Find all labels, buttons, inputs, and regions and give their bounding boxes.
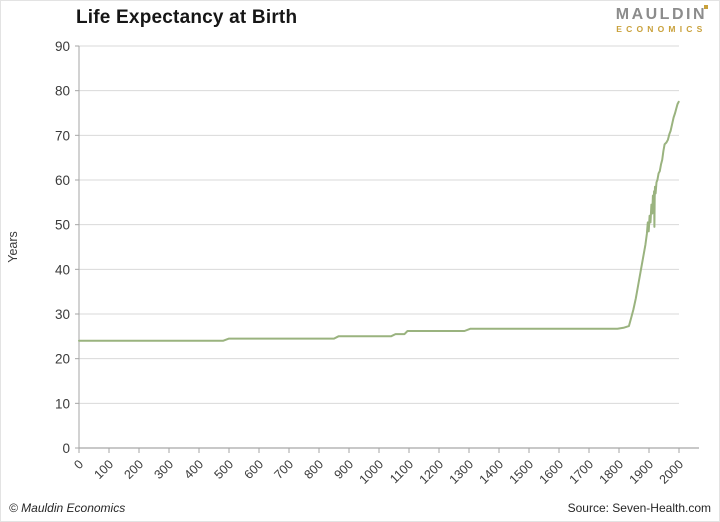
y-tick-label: 60: [55, 173, 70, 188]
y-tick-label: 20: [55, 352, 70, 367]
x-tick-label: 1700: [567, 457, 597, 487]
y-tick-label: 10: [55, 396, 70, 411]
x-tick-label: 600: [241, 457, 266, 482]
x-tick-label: 1500: [507, 457, 537, 487]
logo-wordmark-text: MAULDIN: [615, 6, 707, 23]
x-tick-label: 800: [301, 457, 326, 482]
x-tick-label: 700: [271, 457, 296, 482]
x-tick-label: 1200: [417, 457, 447, 487]
x-tick-label: 200: [121, 457, 146, 482]
x-tick-label: 2000: [657, 457, 687, 487]
y-tick-label: 80: [55, 84, 70, 99]
y-tick-label: 90: [55, 39, 70, 54]
logo-gold-dot: [704, 5, 708, 9]
x-tick-label: 1800: [597, 457, 627, 487]
source-text: Source: Seven-Health.com: [567, 501, 711, 515]
x-tick-label: 1300: [447, 457, 477, 487]
y-tick-label: 0: [62, 441, 70, 456]
x-tick-label: 1900: [627, 457, 657, 487]
y-tick-label: 30: [55, 307, 70, 322]
x-tick-label: 0: [71, 457, 86, 472]
x-tick-label: 900: [331, 457, 356, 482]
footer: © Mauldin Economics Source: Seven-Health…: [9, 501, 711, 515]
y-tick-label: 40: [55, 262, 70, 277]
x-tick-label: 1600: [537, 457, 567, 487]
page-title: Life Expectancy at Birth: [76, 7, 298, 28]
x-tick-label: 400: [181, 457, 206, 482]
y-axis-title: Years: [6, 231, 20, 263]
x-tick-label: 1100: [387, 457, 416, 486]
mauldin-economics-logo: MAULDIN ECONOMICS: [615, 5, 708, 34]
y-tick-label: 70: [55, 128, 70, 143]
logo-wordmark: MAULDIN: [615, 5, 708, 23]
y-tick-label: 50: [55, 218, 70, 233]
x-tick-label: 1000: [357, 457, 387, 487]
logo-subtitle: ECONOMICS: [616, 24, 707, 34]
x-tick-label: 100: [91, 457, 116, 482]
x-tick-label: 500: [211, 457, 236, 482]
chart-line: [78, 100, 680, 342]
x-tick-label: 1400: [477, 457, 507, 487]
copyright-text: © Mauldin Economics: [9, 501, 126, 515]
x-tick-label: 300: [151, 457, 176, 482]
